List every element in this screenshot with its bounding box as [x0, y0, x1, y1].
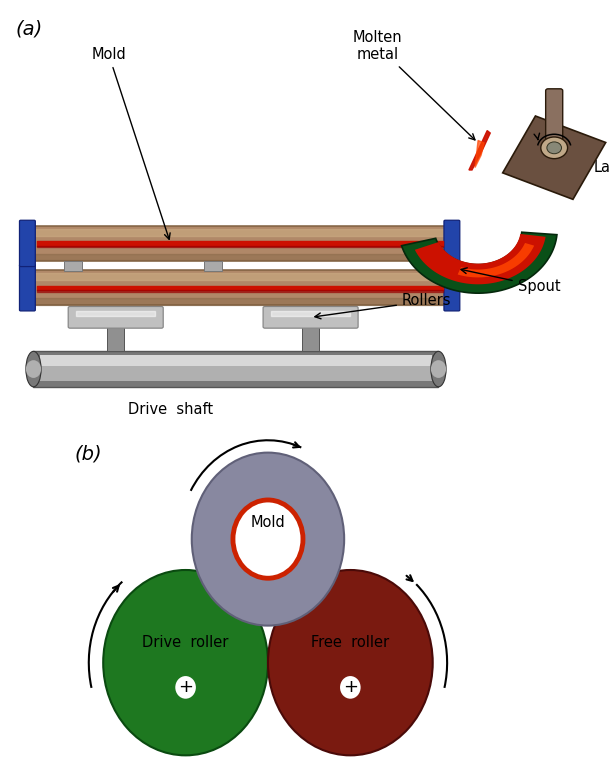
- FancyBboxPatch shape: [546, 89, 563, 145]
- FancyBboxPatch shape: [19, 220, 35, 267]
- Text: Mold: Mold: [250, 515, 286, 530]
- Bar: [33, 352, 438, 387]
- Ellipse shape: [175, 676, 196, 699]
- Bar: [302, 327, 319, 352]
- Circle shape: [547, 142, 561, 154]
- Text: Drive  shaft: Drive shaft: [128, 401, 213, 416]
- Bar: [204, 261, 222, 271]
- Ellipse shape: [431, 352, 446, 387]
- Ellipse shape: [268, 570, 433, 755]
- Text: Mold: Mold: [91, 47, 170, 240]
- Bar: [33, 356, 438, 381]
- Text: (a): (a): [15, 19, 43, 39]
- Bar: [33, 352, 438, 387]
- Ellipse shape: [26, 360, 41, 378]
- Bar: [40, 355, 432, 366]
- FancyBboxPatch shape: [444, 265, 460, 311]
- Circle shape: [541, 137, 568, 159]
- Ellipse shape: [233, 500, 303, 578]
- Bar: [64, 261, 82, 271]
- Text: Ladle: Ladle: [594, 160, 609, 175]
- Ellipse shape: [192, 453, 344, 626]
- Polygon shape: [502, 116, 606, 199]
- Ellipse shape: [340, 676, 361, 699]
- FancyBboxPatch shape: [19, 265, 35, 311]
- FancyBboxPatch shape: [263, 307, 358, 328]
- Polygon shape: [415, 234, 546, 284]
- Text: Drive  roller: Drive roller: [143, 635, 229, 650]
- Bar: [32, 226, 448, 261]
- Polygon shape: [401, 232, 557, 293]
- Ellipse shape: [241, 509, 295, 569]
- Polygon shape: [469, 131, 490, 170]
- Ellipse shape: [26, 352, 41, 387]
- Text: Molten
metal: Molten metal: [353, 30, 475, 140]
- Text: (b): (b): [74, 444, 102, 464]
- Text: +: +: [178, 678, 193, 696]
- Ellipse shape: [103, 570, 268, 755]
- Bar: [107, 327, 124, 352]
- Text: +: +: [343, 678, 358, 696]
- Text: Free  roller: Free roller: [311, 635, 389, 650]
- Text: Rollers: Rollers: [315, 293, 451, 319]
- Polygon shape: [457, 243, 534, 278]
- FancyBboxPatch shape: [444, 220, 460, 267]
- FancyBboxPatch shape: [68, 307, 163, 328]
- Bar: [32, 270, 448, 306]
- Text: Spout: Spout: [461, 268, 560, 294]
- Polygon shape: [475, 141, 484, 167]
- Ellipse shape: [431, 360, 446, 378]
